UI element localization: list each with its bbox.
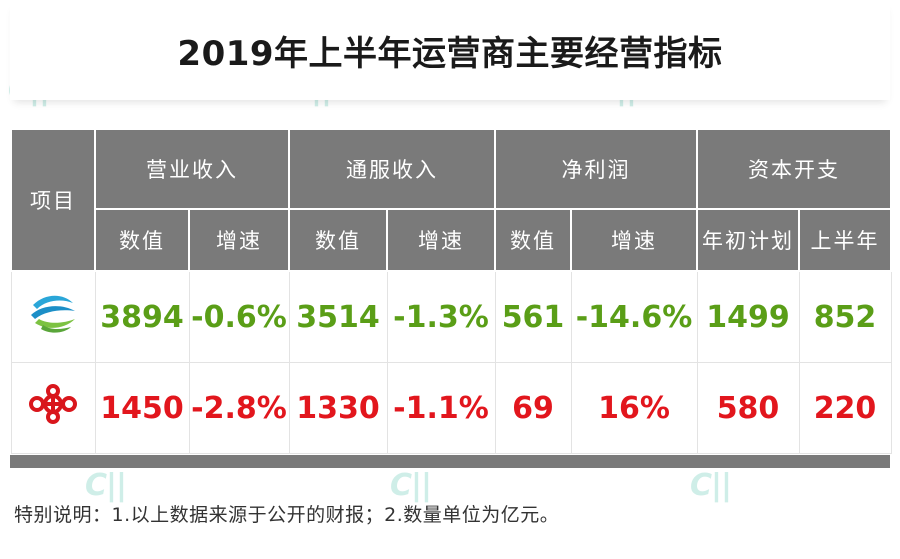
- china-mobile-logo: [31, 295, 75, 333]
- header-capex: 资本开支: [696, 128, 892, 210]
- subheader-growth: 增速: [570, 208, 698, 272]
- operator-logo-cell: [10, 362, 96, 454]
- capex-plan-value: 1499: [696, 270, 800, 363]
- capex-h1-value: 852: [798, 270, 892, 363]
- net-profit-value: 561: [494, 270, 572, 363]
- title-bar: 2019年上半年运营商主要经营指标: [10, 0, 890, 100]
- header-revenue: 营业收入: [94, 128, 290, 210]
- subheader-value: 数值: [288, 208, 388, 272]
- watermark-logo: C||: [690, 468, 732, 503]
- revenue-value: 3894: [94, 270, 190, 363]
- operator-logo-cell: [10, 270, 96, 363]
- subheader-h1: 上半年: [798, 208, 892, 272]
- watermark-logo: C||: [85, 468, 127, 503]
- header-net-profit: 净利润: [494, 128, 698, 210]
- revenue-growth: -0.6%: [188, 270, 290, 363]
- service-revenue-value: 1330: [288, 362, 388, 454]
- header-service-revenue: 通服收入: [288, 128, 496, 210]
- subheader-growth: 增速: [188, 208, 290, 272]
- china-unicom-logo: [29, 384, 77, 424]
- service-revenue-growth: -1.3%: [386, 270, 496, 363]
- table-row: 3894 -0.6% 3514 -1.3% 561 -14.6% 1499 85…: [10, 270, 892, 363]
- header-item: 项目: [10, 128, 96, 272]
- subheader-growth: 增速: [386, 208, 496, 272]
- revenue-value: 1450: [94, 362, 190, 454]
- table-footer-bar: [10, 455, 890, 468]
- watermark-logo: C||: [390, 468, 432, 503]
- subheader-value: 数值: [94, 208, 190, 272]
- subheader-annual-plan: 年初计划: [696, 208, 800, 272]
- table-row: 1450 -2.8% 1330 -1.1% 69 16% 580 220: [10, 362, 892, 454]
- metrics-table: 项目 营业收入 通服收入 净利润 资本开支 数值 增速 数值 增速 数值 增速 …: [10, 128, 892, 454]
- subheader-value: 数值: [494, 208, 572, 272]
- capex-h1-value: 220: [798, 362, 892, 454]
- capex-plan-value: 580: [696, 362, 800, 454]
- net-profit-growth: 16%: [570, 362, 698, 454]
- footnote: 特别说明：1.以上数据来源于公开的财报；2.数量单位为亿元。: [14, 504, 560, 526]
- net-profit-value: 69: [494, 362, 572, 454]
- revenue-growth: -2.8%: [188, 362, 290, 454]
- net-profit-growth: -14.6%: [570, 270, 698, 363]
- service-revenue-growth: -1.1%: [386, 362, 496, 454]
- service-revenue-value: 3514: [288, 270, 388, 363]
- page-title: 2019年上半年运营商主要经营指标: [177, 34, 723, 74]
